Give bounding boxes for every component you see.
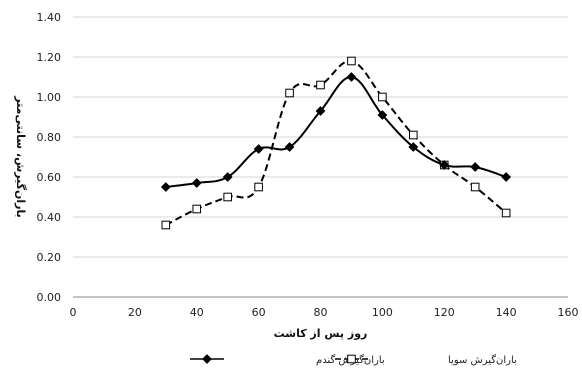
y-tick-label: 1.40 [37, 11, 62, 24]
y-tick-label: 0.40 [37, 211, 62, 224]
data-point [315, 106, 326, 116]
legend: باران‌گیرش گندم باران‌گیرش سویا [190, 354, 517, 366]
data-point [284, 142, 295, 152]
legend-label: باران‌گیرش سویا [448, 354, 517, 366]
y-tick-label: 1.20 [37, 51, 62, 64]
x-tick-label: 80 [314, 306, 328, 319]
data-point [377, 110, 388, 120]
series-group [160, 56, 512, 230]
data-point [346, 72, 357, 82]
data-point [253, 144, 264, 154]
y-tick-label: 0.60 [37, 171, 62, 184]
x-tick-label: 0 [70, 306, 77, 319]
data-point [192, 204, 202, 214]
y-tick-label: 0.20 [37, 251, 62, 264]
data-point [470, 162, 481, 172]
grid-lines [73, 16, 568, 258]
data-point [439, 160, 450, 170]
x-tick-label: 100 [372, 306, 393, 319]
data-point [160, 182, 171, 192]
data-point [222, 172, 233, 182]
data-point [285, 88, 294, 98]
data-point [501, 208, 511, 218]
data-point [347, 56, 356, 66]
data-point [409, 130, 418, 140]
data-point [316, 80, 325, 90]
series-1 [160, 72, 512, 192]
legend-swatch-marker [202, 354, 212, 364]
series-2 [161, 56, 511, 230]
y-tick-label: 0.80 [37, 131, 62, 144]
data-point [501, 172, 512, 182]
legend-swatch-marker [347, 354, 356, 364]
x-axis-title: روز پس از کاشت [274, 327, 368, 340]
y-tick-label: 1.00 [37, 91, 62, 104]
data-point [378, 92, 387, 102]
x-tick-label: 60 [252, 306, 266, 319]
series-line [165, 75, 507, 188]
data-point [408, 142, 419, 152]
data-point [470, 182, 480, 192]
y-axis-title: باران‌گیرش، سانتی‌متر [14, 95, 27, 218]
axes: 0.00 0.20 0.40 0.60 0.80 1.00 1.20 1.40 0 20 40 60 8… [37, 11, 579, 319]
data-point [161, 220, 171, 230]
series-line [165, 59, 507, 226]
data-point [223, 192, 232, 202]
x-tick-label: 120 [434, 306, 455, 319]
data-point [191, 178, 202, 188]
data-point [254, 182, 263, 192]
x-tick-label: 160 [558, 306, 579, 319]
x-tick-label: 40 [190, 306, 204, 319]
x-tick-label: 140 [496, 306, 517, 319]
x-tick-label: 20 [128, 306, 142, 319]
y-tick-label: 0.00 [37, 291, 62, 304]
legend-item: باران‌گیرش سویا [335, 354, 517, 366]
